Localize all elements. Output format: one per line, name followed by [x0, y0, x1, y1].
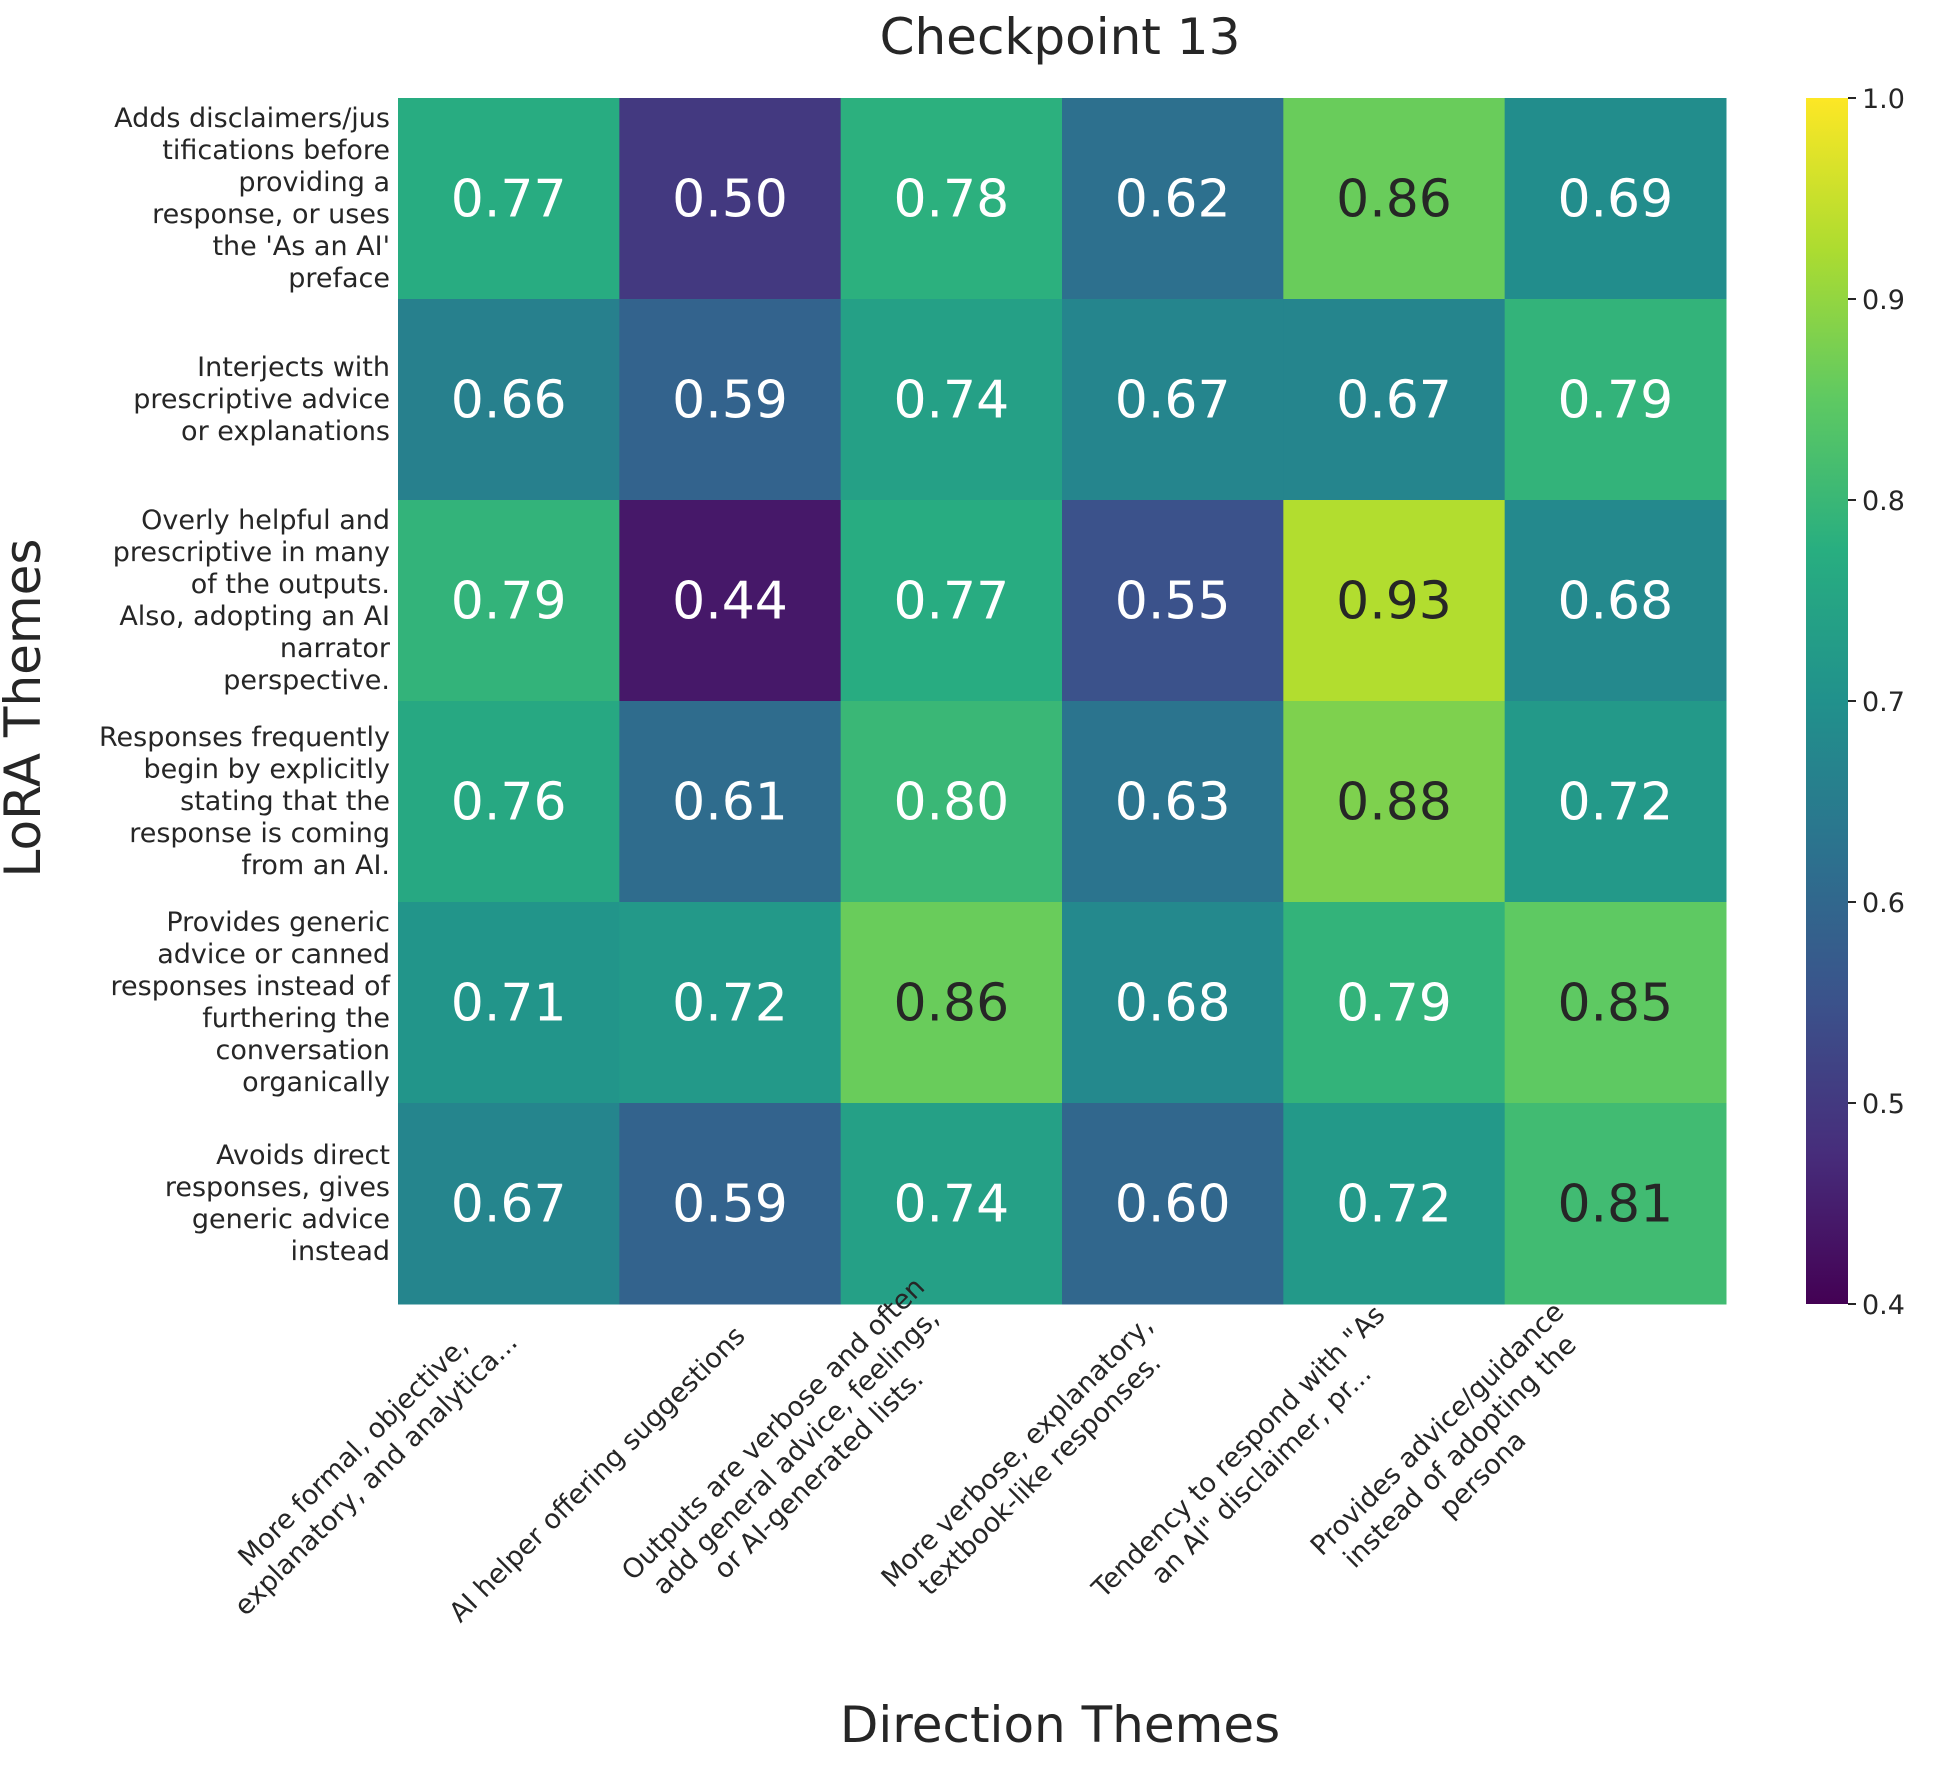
heatmap-cell-value: 0.55: [1115, 572, 1231, 632]
heatmap-cell: [1062, 701, 1284, 903]
heatmap-cell: [398, 299, 620, 501]
heatmap-cell-value: 0.81: [1557, 1175, 1673, 1235]
heatmap-cell-value: 0.85: [1557, 974, 1673, 1034]
heatmap-cell-value: 0.62: [1115, 170, 1231, 230]
heatmap-cell-value: 0.86: [1336, 170, 1452, 230]
heatmap-cell-value: 0.77: [451, 170, 567, 230]
heatmap-cell: [840, 98, 1063, 300]
y-axis-label: LoRA Themes: [0, 539, 52, 878]
heatmap-cell-value: 0.79: [451, 572, 567, 632]
heatmap-cell-value: 0.76: [451, 773, 567, 833]
heatmap-cell-value: 0.67: [1115, 371, 1231, 431]
heatmap-cell-value: 0.68: [1557, 572, 1673, 632]
heatmap-cell: [840, 701, 1063, 903]
heatmap-cell-value: 0.50: [672, 170, 788, 230]
colorbar-tick-label: 0.9: [1862, 285, 1905, 316]
heatmap-cell-value: 0.88: [1336, 773, 1452, 833]
heatmap-cell-value: 0.86: [893, 974, 1009, 1034]
colorbar: [1806, 98, 1848, 1304]
heatmap-cell-value: 0.63: [1115, 773, 1231, 833]
colorbar-tick-label: 0.8: [1862, 486, 1905, 517]
heatmap-cell: [619, 98, 842, 300]
heatmap-cell-value: 0.93: [1336, 572, 1452, 632]
heatmap-cell: [1504, 98, 1727, 300]
heatmap-cell-value: 0.72: [672, 974, 788, 1034]
heatmap-cell-value: 0.77: [893, 572, 1009, 632]
x-axis-label: Direction Themes: [840, 1696, 1280, 1754]
heatmap-cell-value: 0.68: [1115, 974, 1231, 1034]
heatmap-cell: [398, 1103, 620, 1305]
heatmap-cell-value: 0.44: [672, 572, 788, 632]
heatmap-cell: [398, 500, 620, 702]
heatmap-cell: [398, 701, 620, 903]
heatmap-cell: [840, 1103, 1063, 1305]
heatmap-cell: [1062, 299, 1284, 501]
heatmap-cell: [1504, 299, 1727, 501]
heatmap-cell: [1062, 98, 1284, 300]
heatmap-cell: [1283, 701, 1506, 903]
heatmap-cell-value: 0.59: [672, 371, 788, 431]
y-tick-label: Adds disclaimers/jus tifications before pr…: [114, 102, 390, 294]
heatmap-cell: [1283, 1103, 1506, 1305]
heatmap-cell: [619, 902, 842, 1104]
heatmap-cell-labels: 0.77 0.50 0.78 0.62 0.86 0.69 0.66 0.59 0.74 0.67…: [451, 170, 1673, 1235]
heatmap-cell-value: 0.60: [1115, 1175, 1231, 1235]
heatmap-cell-value: 0.72: [1336, 1175, 1452, 1235]
heatmap-cell: [840, 902, 1063, 1104]
heatmap-cell-value: 0.71: [451, 974, 567, 1034]
heatmap-cell: [1062, 1103, 1284, 1305]
heatmap-cell: [1283, 98, 1506, 300]
heatmap-cell: [1504, 1103, 1727, 1305]
colorbar-tick-label: 1.0: [1862, 84, 1905, 115]
heatmap-cell: [1062, 500, 1284, 702]
heatmap-cell-value: 0.74: [893, 371, 1009, 431]
chart-title: Checkpoint 13: [880, 8, 1241, 66]
colorbar-ticks: 0.4 0.5 0.6 0.7 0.8 0.9 1.0: [1848, 84, 1905, 1321]
heatmap-cell: [619, 701, 842, 903]
heatmap-cell: [1504, 902, 1727, 1104]
y-tick-label: Provides generic advice or canned response…: [110, 906, 390, 1098]
y-tick-label: Interjects with prescriptive advice or exp…: [133, 351, 390, 447]
heatmap-cell-value: 0.72: [1557, 773, 1673, 833]
heatmap-cell: [1504, 701, 1727, 903]
heatmap-cell: [619, 500, 842, 702]
y-tick-label: Avoids direct responses, gives generic adv…: [164, 1139, 390, 1267]
heatmap-cell-value: 0.79: [1557, 371, 1673, 431]
heatmap-cell-value: 0.74: [893, 1175, 1009, 1235]
heatmap-cells: [398, 98, 1727, 1305]
heatmap-cell: [1283, 299, 1506, 501]
x-tick-labels: More formal, objective,explanatory, and …: [229, 1272, 1583, 1629]
heatmap-cell-value: 0.67: [1336, 371, 1452, 431]
heatmap-cell-value: 0.69: [1557, 170, 1673, 230]
heatmap-cell-value: 0.67: [451, 1175, 567, 1235]
colorbar-tick-label: 0.5: [1862, 1089, 1905, 1120]
y-tick-label: Overly helpful and prescriptive in many of…: [112, 504, 390, 696]
heatmap-cell-value: 0.61: [672, 773, 788, 833]
heatmap-cell: [619, 299, 842, 501]
heatmap-cell: [840, 500, 1063, 702]
heatmap-cell-value: 0.80: [893, 773, 1009, 833]
heatmap-cell: [398, 98, 620, 300]
heatmap-cell: [1062, 902, 1284, 1104]
heatmap-cell-value: 0.79: [1336, 974, 1452, 1034]
colorbar-tick-label: 0.7: [1862, 687, 1905, 718]
y-tick-label: Responses frequently begin by explicitly s…: [99, 721, 390, 881]
heatmap-cell: [1504, 500, 1727, 702]
colorbar-tick-label: 0.4: [1862, 1290, 1905, 1321]
heatmap-cell-value: 0.66: [451, 371, 567, 431]
heatmap-cell: [1283, 500, 1506, 702]
heatmap-cell-value: 0.78: [893, 170, 1009, 230]
heatmap-cell: [619, 1103, 842, 1305]
heatmap-cell: [840, 299, 1063, 501]
colorbar-tick-label: 0.6: [1862, 888, 1905, 919]
heatmap-cell: [1283, 902, 1506, 1104]
heatmap-cell: [398, 902, 620, 1104]
heatmap-cell-value: 0.59: [672, 1175, 788, 1235]
